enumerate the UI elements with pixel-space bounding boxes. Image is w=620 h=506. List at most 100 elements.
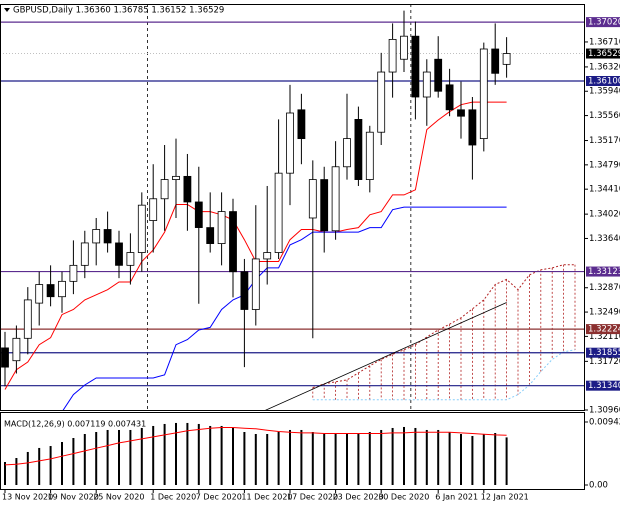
trendline bbox=[265, 302, 507, 410]
candle-body bbox=[115, 242, 123, 266]
price-label: 1.36529 bbox=[588, 49, 620, 59]
candle-body bbox=[434, 58, 443, 92]
y-tick-label: 1.35940 bbox=[589, 87, 620, 97]
x-tick-label: 13 Nov 2020 bbox=[2, 493, 53, 502]
candle-body bbox=[229, 211, 237, 273]
candle-body bbox=[240, 271, 249, 310]
level-label-box bbox=[586, 347, 620, 358]
level-label: 1.33123 bbox=[588, 267, 620, 277]
candle-body bbox=[400, 35, 408, 60]
candle-body bbox=[23, 299, 32, 339]
candle-body bbox=[479, 48, 488, 140]
price-panel bbox=[0, 4, 585, 410]
candle-body bbox=[69, 264, 78, 282]
y-tick-label: 1.34790 bbox=[589, 160, 620, 170]
candle-body bbox=[46, 284, 55, 298]
y-tick-label: 1.30960 bbox=[589, 406, 620, 416]
candle-body bbox=[35, 284, 44, 304]
x-tick-label: 17 Dec 2020 bbox=[287, 493, 338, 502]
y-tick-label: 1.35170 bbox=[589, 136, 620, 146]
candle-body bbox=[194, 201, 203, 228]
cloud-span-b bbox=[312, 349, 576, 401]
candle-body bbox=[343, 138, 351, 168]
candle-body bbox=[502, 53, 511, 65]
price-label-box bbox=[586, 48, 620, 59]
macd-frame bbox=[0, 412, 585, 490]
level-label-box bbox=[586, 76, 620, 87]
level-label-box bbox=[586, 324, 620, 335]
macd-y-tick-label: 0.00 bbox=[589, 480, 608, 490]
level-label: 1.31340 bbox=[588, 381, 620, 391]
candle-body bbox=[160, 179, 169, 200]
x-tick-label: 25 Nov 2020 bbox=[93, 493, 144, 502]
candle-body bbox=[103, 229, 112, 244]
x-tick-label: 19 Nov 2020 bbox=[48, 493, 99, 502]
y-tick-label: 1.35560 bbox=[589, 111, 620, 121]
x-tick-label: 12 Jan 2021 bbox=[481, 493, 529, 502]
candle-body bbox=[354, 119, 363, 180]
candle-body bbox=[286, 112, 294, 174]
y-tick-label: 1.36320 bbox=[589, 62, 620, 72]
candle-body bbox=[331, 166, 340, 232]
candle-body bbox=[297, 109, 306, 140]
candle-body bbox=[172, 175, 180, 180]
x-tick-label: 11 Dec 2020 bbox=[241, 493, 292, 502]
price-frame bbox=[0, 4, 585, 411]
candle-body bbox=[149, 198, 158, 221]
candle-body bbox=[388, 38, 397, 73]
x-tick-label: 6 Jan 2021 bbox=[435, 493, 478, 502]
chart-title: GBPUSD,Daily 1.36360 1.36785 1.36152 1.3… bbox=[13, 6, 224, 16]
candle-body bbox=[377, 71, 386, 133]
candle-body bbox=[137, 204, 146, 253]
y-tick-label: 1.34020 bbox=[589, 210, 620, 220]
candle-body bbox=[12, 337, 21, 362]
candle-body bbox=[251, 258, 260, 310]
level-label: 1.31855 bbox=[588, 348, 620, 358]
candle-body bbox=[445, 84, 454, 111]
macd-label: MACD(12,26,9) 0.007119 0.007431 bbox=[4, 420, 146, 429]
x-tick-label: 7 Dec 2020 bbox=[196, 493, 242, 502]
candle-body bbox=[206, 227, 215, 244]
level-label: 1.36100 bbox=[588, 77, 620, 87]
candle-body bbox=[411, 35, 420, 98]
y-tick-label: 1.32110 bbox=[589, 332, 620, 342]
macd-y-tick-label: 0.009426 bbox=[589, 417, 620, 427]
level-label-box bbox=[586, 380, 620, 391]
y-tick-label: 1.31720 bbox=[589, 357, 620, 367]
candle-body bbox=[58, 280, 66, 298]
axes: 1.36710 1.36320 1.35940 1.35560 1.35170 1.347… bbox=[2, 17, 620, 502]
level-label-box bbox=[586, 266, 620, 277]
y-tick-label: 1.36710 bbox=[589, 37, 620, 47]
level-label: 1.32224 bbox=[588, 325, 620, 335]
candle-body bbox=[126, 252, 135, 266]
menu-arrow bbox=[4, 8, 10, 12]
level-label: 1.37020 bbox=[588, 18, 620, 28]
indicator-line bbox=[62, 206, 507, 410]
macd-panel bbox=[4, 422, 508, 485]
candle-body bbox=[80, 242, 89, 266]
candle-body bbox=[183, 175, 192, 203]
y-tick-label: 1.32870 bbox=[589, 283, 620, 293]
x-tick-label: 30 Dec 2020 bbox=[378, 493, 429, 502]
y-tick-label: 1.33640 bbox=[589, 234, 620, 244]
candle-body bbox=[263, 252, 272, 260]
x-tick-label: 23 Dec 2020 bbox=[333, 493, 384, 502]
candle-body bbox=[217, 211, 226, 244]
candle-body bbox=[1, 347, 9, 368]
candle-body bbox=[491, 48, 500, 74]
candle-body bbox=[320, 179, 329, 232]
y-tick-label: 1.34410 bbox=[589, 185, 620, 195]
candle-body bbox=[274, 172, 283, 253]
candle-body bbox=[365, 131, 374, 180]
candle-body bbox=[468, 109, 477, 146]
macd-signal bbox=[4, 427, 507, 466]
y-tick-label: 1.32490 bbox=[589, 308, 620, 318]
cloud-span-a bbox=[312, 264, 575, 389]
candle-body bbox=[457, 109, 465, 117]
level-label-box bbox=[586, 17, 620, 28]
candle-body bbox=[308, 179, 317, 219]
x-tick-label: 1 Dec 2020 bbox=[150, 493, 196, 502]
candle-body bbox=[92, 229, 101, 244]
candle-body bbox=[422, 71, 431, 98]
